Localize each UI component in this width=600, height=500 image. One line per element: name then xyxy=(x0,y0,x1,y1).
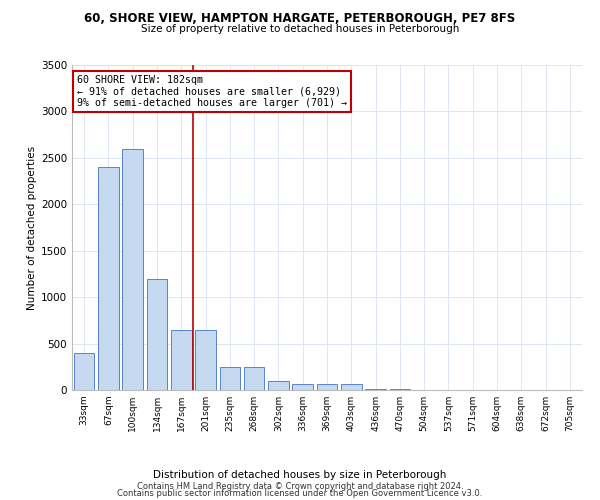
Y-axis label: Number of detached properties: Number of detached properties xyxy=(27,146,37,310)
Bar xyxy=(146,278,167,390)
Text: Contains public sector information licensed under the Open Government Licence v3: Contains public sector information licen… xyxy=(118,490,482,498)
Bar xyxy=(244,367,265,390)
Text: Size of property relative to detached houses in Peterborough: Size of property relative to detached ho… xyxy=(141,24,459,34)
Bar xyxy=(220,367,240,390)
Bar xyxy=(389,389,410,390)
Bar xyxy=(74,353,94,390)
Bar xyxy=(268,380,289,390)
Text: 60, SHORE VIEW, HAMPTON HARGATE, PETERBOROUGH, PE7 8FS: 60, SHORE VIEW, HAMPTON HARGATE, PETERBO… xyxy=(85,12,515,26)
Text: 60 SHORE VIEW: 182sqm
← 91% of detached houses are smaller (6,929)
9% of semi-de: 60 SHORE VIEW: 182sqm ← 91% of detached … xyxy=(77,74,347,108)
Text: Distribution of detached houses by size in Peterborough: Distribution of detached houses by size … xyxy=(154,470,446,480)
Bar xyxy=(122,148,143,390)
Bar xyxy=(292,384,313,390)
Bar xyxy=(195,330,216,390)
Bar xyxy=(98,167,119,390)
Bar xyxy=(365,388,386,390)
Bar xyxy=(171,330,191,390)
Text: Contains HM Land Registry data © Crown copyright and database right 2024.: Contains HM Land Registry data © Crown c… xyxy=(137,482,463,491)
Bar xyxy=(341,384,362,390)
Bar xyxy=(317,384,337,390)
